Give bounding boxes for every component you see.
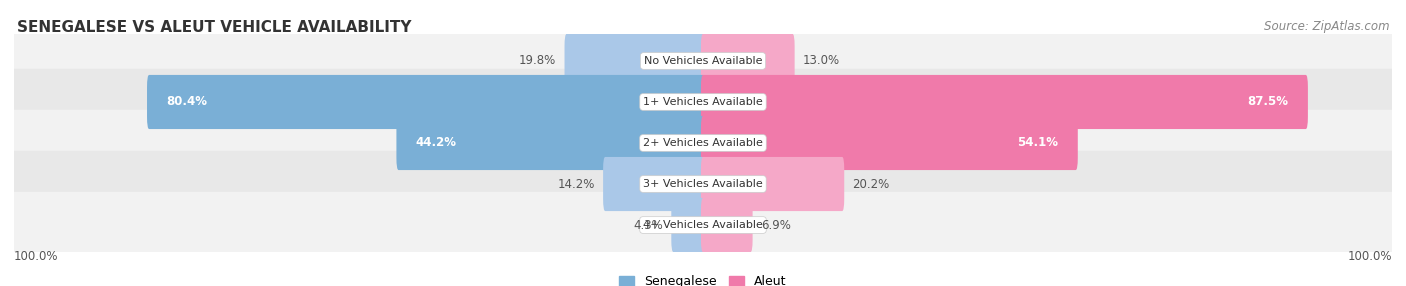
Text: 13.0%: 13.0% xyxy=(803,54,839,67)
Text: Source: ZipAtlas.com: Source: ZipAtlas.com xyxy=(1264,20,1389,33)
FancyBboxPatch shape xyxy=(702,116,1078,170)
Text: No Vehicles Available: No Vehicles Available xyxy=(644,56,762,66)
FancyBboxPatch shape xyxy=(1,69,1405,135)
Text: 1+ Vehicles Available: 1+ Vehicles Available xyxy=(643,97,763,107)
Text: 2+ Vehicles Available: 2+ Vehicles Available xyxy=(643,138,763,148)
FancyBboxPatch shape xyxy=(702,198,752,252)
Text: 3+ Vehicles Available: 3+ Vehicles Available xyxy=(643,179,763,189)
FancyBboxPatch shape xyxy=(1,110,1405,176)
FancyBboxPatch shape xyxy=(671,198,704,252)
FancyBboxPatch shape xyxy=(702,75,1308,129)
FancyBboxPatch shape xyxy=(1,28,1405,94)
Text: SENEGALESE VS ALEUT VEHICLE AVAILABILITY: SENEGALESE VS ALEUT VEHICLE AVAILABILITY xyxy=(17,20,412,35)
Text: 100.0%: 100.0% xyxy=(14,251,59,263)
Text: 87.5%: 87.5% xyxy=(1247,96,1289,108)
Text: 80.4%: 80.4% xyxy=(166,96,207,108)
FancyBboxPatch shape xyxy=(702,157,844,211)
Text: 6.9%: 6.9% xyxy=(761,219,790,232)
FancyBboxPatch shape xyxy=(396,116,704,170)
Text: 20.2%: 20.2% xyxy=(852,178,890,190)
FancyBboxPatch shape xyxy=(565,34,704,88)
Text: 4+ Vehicles Available: 4+ Vehicles Available xyxy=(643,220,763,230)
Text: 4.3%: 4.3% xyxy=(633,219,664,232)
Text: 44.2%: 44.2% xyxy=(416,136,457,150)
Text: 100.0%: 100.0% xyxy=(1347,251,1392,263)
Text: 54.1%: 54.1% xyxy=(1018,136,1059,150)
Text: 14.2%: 14.2% xyxy=(557,178,595,190)
FancyBboxPatch shape xyxy=(702,34,794,88)
FancyBboxPatch shape xyxy=(148,75,704,129)
Legend: Senegalese, Aleut: Senegalese, Aleut xyxy=(614,270,792,286)
Text: 19.8%: 19.8% xyxy=(519,54,557,67)
FancyBboxPatch shape xyxy=(1,192,1405,258)
FancyBboxPatch shape xyxy=(603,157,704,211)
FancyBboxPatch shape xyxy=(1,151,1405,217)
